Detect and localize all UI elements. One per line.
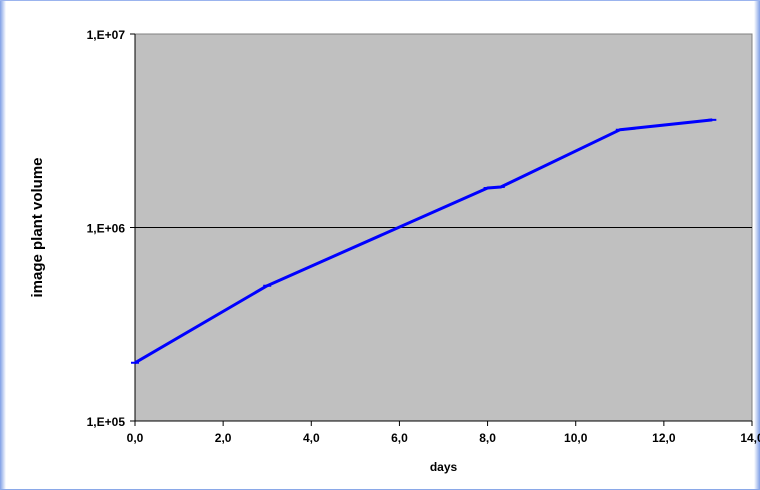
x-tick-label: 2,0 <box>215 431 232 445</box>
series-layer <box>131 118 717 365</box>
x-tick-label: 12,0 <box>652 431 676 445</box>
x-axis-title: days <box>430 460 458 474</box>
y-axis: 1,E+05 1,E+06 1,E+07 <box>87 28 136 429</box>
x-axis: 0,0 2,0 4,0 6,0 8,0 10,0 12,0 14,0 <box>127 420 760 445</box>
x-tick-label: 14,0 <box>740 431 760 445</box>
x-tick-label: 10,0 <box>564 431 588 445</box>
y-tick-label: 1,E+06 <box>87 222 126 236</box>
y-tick-label: 1,E+05 <box>87 415 126 429</box>
series-line <box>134 118 713 365</box>
x-tick-label: 0,0 <box>127 431 144 445</box>
x-tick-label: 8,0 <box>479 431 496 445</box>
x-tick-label: 4,0 <box>303 431 320 445</box>
y-axis-title: image plant volume <box>29 157 46 297</box>
x-tick-label: 6,0 <box>391 431 408 445</box>
y-tick-label: 1,E+07 <box>87 28 126 42</box>
